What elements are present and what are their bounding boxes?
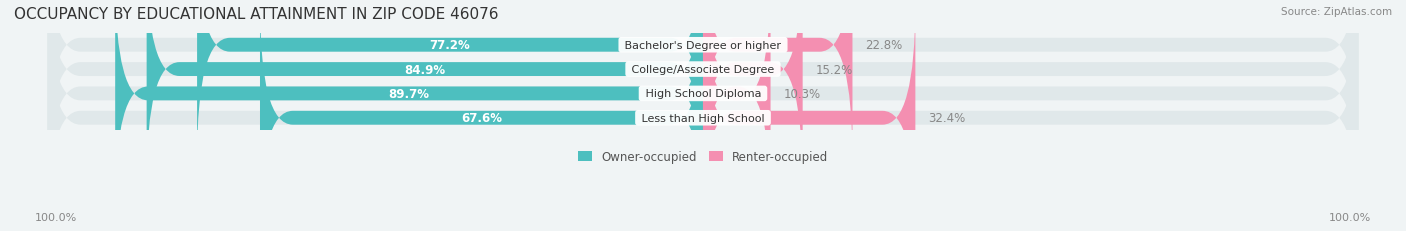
FancyBboxPatch shape xyxy=(146,0,703,184)
Text: 89.7%: 89.7% xyxy=(388,88,430,100)
Text: Bachelor's Degree or higher: Bachelor's Degree or higher xyxy=(621,41,785,51)
Text: OCCUPANCY BY EDUCATIONAL ATTAINMENT IN ZIP CODE 46076: OCCUPANCY BY EDUCATIONAL ATTAINMENT IN Z… xyxy=(14,7,499,22)
Text: High School Diploma: High School Diploma xyxy=(641,89,765,99)
FancyBboxPatch shape xyxy=(260,4,703,231)
Text: 15.2%: 15.2% xyxy=(815,63,853,76)
Text: 32.4%: 32.4% xyxy=(928,112,966,125)
FancyBboxPatch shape xyxy=(703,0,770,208)
Text: 22.8%: 22.8% xyxy=(866,39,903,52)
FancyBboxPatch shape xyxy=(115,0,703,208)
Text: College/Associate Degree: College/Associate Degree xyxy=(628,65,778,75)
Text: 10.3%: 10.3% xyxy=(783,88,821,100)
Text: 67.6%: 67.6% xyxy=(461,112,502,125)
Text: 84.9%: 84.9% xyxy=(405,63,446,76)
Text: Less than High School: Less than High School xyxy=(638,113,768,123)
FancyBboxPatch shape xyxy=(703,4,915,231)
FancyBboxPatch shape xyxy=(48,0,1358,160)
Text: Source: ZipAtlas.com: Source: ZipAtlas.com xyxy=(1281,7,1392,17)
FancyBboxPatch shape xyxy=(48,4,1358,231)
FancyBboxPatch shape xyxy=(703,0,852,160)
Legend: Owner-occupied, Renter-occupied: Owner-occupied, Renter-occupied xyxy=(572,146,834,168)
FancyBboxPatch shape xyxy=(197,0,703,160)
FancyBboxPatch shape xyxy=(48,0,1358,208)
FancyBboxPatch shape xyxy=(48,0,1358,184)
Text: 100.0%: 100.0% xyxy=(1329,212,1371,222)
Text: 100.0%: 100.0% xyxy=(35,212,77,222)
FancyBboxPatch shape xyxy=(703,0,803,184)
Text: 77.2%: 77.2% xyxy=(430,39,471,52)
